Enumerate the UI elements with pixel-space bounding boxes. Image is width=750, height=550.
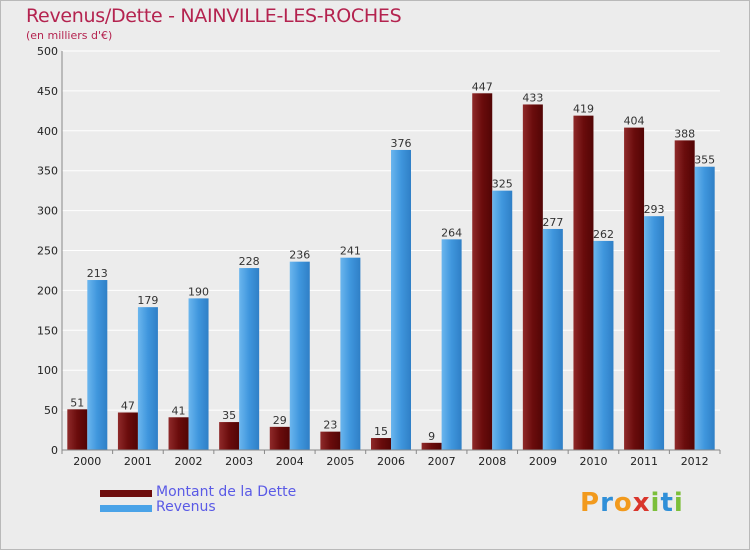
y-tick-label: 450 [37, 85, 58, 98]
logo-letter: i [650, 488, 661, 518]
bar-revenus [441, 239, 462, 450]
y-tick-label: 100 [37, 364, 58, 377]
x-tick-label: 2005 [326, 455, 354, 468]
x-tick-label: 2008 [478, 455, 506, 468]
bar-dette [421, 442, 442, 450]
logo-letter: t [660, 488, 674, 518]
y-tick-label: 250 [37, 245, 58, 258]
data-label-revenus: 325 [492, 178, 513, 191]
bar-revenus [289, 261, 310, 450]
data-label-dette: 29 [273, 414, 287, 427]
data-label-revenus: 179 [137, 294, 158, 307]
x-tick-label: 2000 [73, 455, 101, 468]
chart-subtitle: (en milliers d'€) [26, 29, 113, 42]
x-tick-label: 2012 [681, 455, 709, 468]
data-label-dette: 9 [428, 430, 435, 443]
legend-label-revenus: Revenus [156, 499, 216, 515]
bar-revenus [593, 240, 614, 450]
bar-dette [472, 93, 493, 450]
x-tick-label: 2004 [276, 455, 304, 468]
data-label-dette: 388 [674, 127, 695, 140]
y-tick-label: 300 [37, 205, 58, 218]
y-tick-label: 500 [37, 45, 58, 58]
proxiti-logo: Proxiti [580, 488, 684, 518]
x-tick-label: 2007 [428, 455, 456, 468]
bar-revenus [87, 280, 108, 450]
y-tick-label: 0 [51, 444, 58, 457]
data-label-revenus: 228 [239, 255, 260, 268]
bar-revenus [391, 149, 411, 450]
y-tick-label: 50 [44, 404, 58, 417]
y-tick-label: 200 [37, 284, 58, 297]
legend-label-dette: Montant de la Dette [156, 484, 297, 500]
data-label-revenus: 190 [188, 285, 209, 298]
bar-dette [269, 426, 290, 450]
data-label-dette: 447 [472, 80, 493, 93]
data-label-dette: 433 [522, 91, 543, 104]
bar-revenus [239, 268, 260, 450]
bar-revenus [492, 190, 513, 450]
logo-letter: i [673, 488, 684, 518]
x-tick-label: 2009 [529, 455, 557, 468]
x-tick-label: 2006 [377, 455, 405, 468]
legend-swatch-dette [100, 490, 152, 497]
bar-revenus [188, 298, 209, 450]
bar-dette [674, 140, 695, 450]
bar-dette [219, 422, 240, 450]
x-tick-label: 2011 [630, 455, 658, 468]
data-label-revenus: 293 [644, 203, 665, 216]
data-label-dette: 47 [121, 399, 135, 412]
bar-dette [624, 127, 645, 450]
bar-revenus [694, 166, 715, 450]
bar-revenus [340, 257, 361, 450]
data-label-dette: 419 [573, 103, 594, 116]
y-tick-label: 150 [37, 324, 58, 337]
data-label-dette: 404 [624, 115, 645, 128]
data-label-revenus: 277 [542, 216, 563, 229]
data-label-dette: 51 [70, 396, 84, 409]
logo-letter: x [632, 488, 651, 518]
data-label-revenus: 213 [87, 267, 108, 280]
data-label-revenus: 236 [289, 249, 310, 262]
bar-dette [522, 104, 543, 450]
data-label-revenus: 376 [391, 137, 412, 150]
bar-dette [117, 412, 138, 450]
y-tick-label: 400 [37, 125, 58, 138]
data-label-dette: 23 [323, 419, 337, 432]
data-label-revenus: 241 [340, 245, 361, 258]
y-tick-label: 350 [37, 165, 58, 178]
bar-dette [371, 438, 391, 450]
x-tick-label: 2003 [225, 455, 253, 468]
bar-revenus [644, 216, 665, 450]
bar-revenus [137, 307, 158, 450]
x-tick-label: 2002 [175, 455, 203, 468]
legend-swatch-revenus [100, 505, 152, 512]
logo-letter: P [580, 488, 601, 518]
data-label-dette: 35 [222, 409, 236, 422]
bar-dette [573, 115, 594, 450]
logo-letter: r [600, 488, 614, 518]
data-label-dette: 15 [374, 425, 388, 438]
data-label-revenus: 262 [593, 228, 614, 241]
bar-dette [67, 409, 88, 450]
chart-title: Revenus/Dette - NAINVILLE-LES-ROCHES [26, 5, 402, 27]
bar-dette [320, 431, 341, 450]
logo-letter: o [613, 488, 633, 518]
x-tick-label: 2010 [579, 455, 607, 468]
bar-dette [168, 417, 189, 450]
data-label-revenus: 264 [441, 226, 462, 239]
x-tick-label: 2001 [124, 455, 152, 468]
data-label-dette: 41 [172, 404, 186, 417]
bar-revenus [542, 228, 563, 450]
data-label-revenus: 355 [694, 154, 715, 167]
